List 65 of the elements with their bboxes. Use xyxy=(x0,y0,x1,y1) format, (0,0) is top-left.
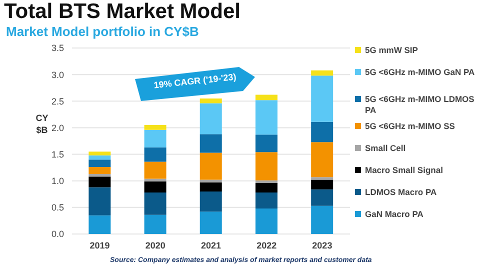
y-tick-label: 0.5 xyxy=(51,202,64,213)
bar xyxy=(200,180,222,182)
legend-label: 5G mmW SIP xyxy=(365,45,419,56)
legend-label: 5G <6GHz m-MIMO GaN PA xyxy=(365,67,476,78)
bar xyxy=(311,177,334,180)
annotation: 19% CAGR ('19-'23) xyxy=(152,70,238,92)
bar xyxy=(144,181,166,193)
bar xyxy=(144,147,166,162)
legend-label: Macro Small Signal xyxy=(365,165,444,176)
y-tick-label: 1.0 xyxy=(51,176,64,186)
bar xyxy=(88,152,111,156)
bar xyxy=(255,180,278,183)
bar xyxy=(311,70,334,76)
bar xyxy=(311,122,334,142)
bar xyxy=(144,130,166,148)
bar xyxy=(311,180,334,190)
bar xyxy=(255,192,278,208)
bar xyxy=(88,215,111,234)
chart-title: Total BTS Market Model xyxy=(4,0,240,24)
legend-label: 5G <6GHz m-MIMO SS xyxy=(365,121,456,132)
x-tick-label: 2020 xyxy=(145,240,166,250)
bar xyxy=(144,125,166,130)
y-axis-title: CY $B xyxy=(34,112,50,136)
legend-label: LDMOS Macro PA xyxy=(365,187,438,198)
y-tick-label: 1.5 xyxy=(51,149,64,160)
y-tick-label: 3.5 xyxy=(51,43,64,54)
bar xyxy=(255,134,278,152)
x-tick-label: 2019 xyxy=(90,240,110,250)
bar xyxy=(311,189,334,206)
bar xyxy=(255,208,278,234)
bar xyxy=(88,174,111,177)
bar xyxy=(200,212,222,234)
y-tick-label: 3.0 xyxy=(51,70,64,80)
bar xyxy=(88,160,111,168)
y-tick-label: 2.0 xyxy=(51,122,64,133)
bar xyxy=(144,162,166,179)
bar xyxy=(200,152,222,180)
bar xyxy=(200,134,222,153)
bar xyxy=(88,155,111,160)
bar xyxy=(200,182,222,192)
legend-label: 5G <6GHz m-MIMO LDMOS PA xyxy=(365,94,476,116)
bar xyxy=(255,100,278,135)
bar xyxy=(200,103,222,134)
y-tick-label: 0.0 xyxy=(51,229,64,240)
x-tick-label: 2023 xyxy=(312,240,332,250)
bar xyxy=(255,152,278,180)
bar xyxy=(311,206,334,234)
bar xyxy=(144,214,166,234)
bar xyxy=(144,192,166,215)
bar xyxy=(144,178,166,182)
bar xyxy=(200,191,222,212)
bar xyxy=(88,187,111,216)
bar xyxy=(88,176,111,188)
legend-label: Small Cell xyxy=(365,143,407,154)
bar xyxy=(255,94,278,100)
bar xyxy=(255,182,278,193)
legend-label: GaN Macro PA xyxy=(365,209,424,220)
chart-subtitle: Market Model portfolio in CY$B xyxy=(6,24,199,39)
bar xyxy=(200,98,222,104)
bar xyxy=(88,167,111,174)
x-tick-label: 2022 xyxy=(256,240,277,250)
bar xyxy=(311,142,334,178)
bar xyxy=(311,76,334,122)
y-tick-label: 2.5 xyxy=(51,96,64,106)
x-tick-label: 2021 xyxy=(200,240,222,250)
